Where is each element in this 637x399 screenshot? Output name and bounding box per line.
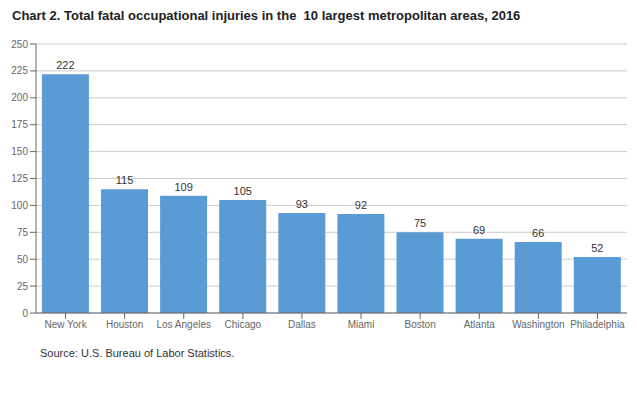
svg-text:93: 93 [296, 198, 308, 210]
svg-text:Houston: Houston [106, 319, 143, 330]
svg-text:125: 125 [11, 173, 28, 184]
svg-text:225: 225 [11, 65, 28, 76]
svg-text:75: 75 [17, 227, 29, 238]
svg-text:109: 109 [174, 181, 192, 193]
svg-text:Philadelphia: Philadelphia [570, 319, 625, 330]
svg-text:Dallas: Dallas [288, 319, 316, 330]
svg-text:115: 115 [116, 174, 134, 186]
svg-text:150: 150 [11, 146, 28, 157]
svg-text:75: 75 [414, 217, 426, 229]
svg-text:Washington: Washington [512, 319, 564, 330]
svg-text:50: 50 [17, 254, 29, 265]
svg-text:92: 92 [355, 199, 367, 211]
svg-text:Boston: Boston [405, 319, 436, 330]
svg-text:66: 66 [532, 227, 544, 239]
html-text:Source: U.S. Bureau of Labor S: Source: U.S. Bureau of Labor Statistics. [40, 347, 235, 359]
svg-text:Atlanta: Atlanta [464, 319, 496, 330]
svg-text:100: 100 [11, 200, 28, 211]
svg-text:222: 222 [56, 59, 74, 71]
svg-text:250: 250 [11, 39, 28, 50]
svg-text:Miami: Miami [348, 319, 375, 330]
svg-text:69: 69 [473, 224, 485, 236]
svg-text:175: 175 [11, 119, 28, 130]
svg-text:0: 0 [22, 308, 28, 319]
svg-text:52: 52 [591, 242, 603, 254]
svg-text:25: 25 [17, 281, 29, 292]
svg-text:105: 105 [234, 185, 252, 197]
svg-text:Los Angeles: Los Angeles [157, 319, 212, 330]
svg-text:New York: New York [44, 319, 87, 330]
svg-text:Chicago: Chicago [224, 319, 261, 330]
html-text:Chart 2. Total fatal occupatio: Chart 2. Total fatal occupational injuri… [12, 8, 521, 23]
svg-text:200: 200 [11, 92, 28, 103]
